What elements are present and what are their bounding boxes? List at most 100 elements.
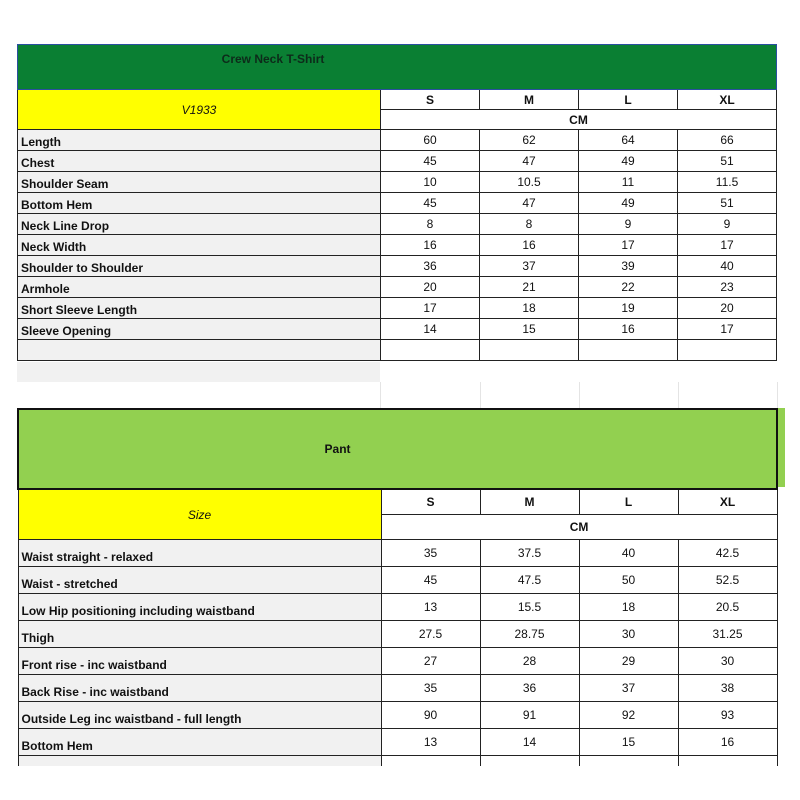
table-row: Outside Leg inc waistband - full length 9… [17,701,778,729]
table-row: Armhole 20 21 22 23 [17,276,778,298]
measurement-label: Armhole [17,276,381,298]
size-header: L [578,488,679,515]
measurement-label: Short Sleeve Length [17,297,381,319]
measurement-label: Sleeve Opening [17,318,381,340]
measurement-value: 18 [578,593,679,621]
measurement-value: 22 [578,276,678,298]
measurement-value: 31.25 [677,620,778,648]
measurement-value: 15 [578,728,679,756]
measurement-value: 28 [479,647,580,675]
measurement-value: 38 [677,674,778,702]
measurement-value: 27.5 [380,620,481,648]
measurement-value: 20 [380,276,480,298]
table-row: Chest 45 47 49 51 [17,150,778,172]
measurement-label: Neck Line Drop [17,213,381,235]
measurement-value: 47 [479,150,579,172]
measurement-value: 20 [676,297,778,319]
empty-cell [17,362,380,382]
measurement-value: 66 [676,129,778,151]
measurement-value: 30 [578,620,679,648]
measurement-value: 37.5 [479,539,580,567]
table-row: Length 60 62 64 66 [17,129,778,151]
gridline [579,382,580,408]
measurement-value: 92 [578,701,679,729]
measurement-value: 35 [380,674,481,702]
measurement-value: 16 [677,728,778,756]
style-code: V1933 [17,89,381,130]
measurement-value: 11.5 [676,171,778,193]
table-row: Waist straight - relaxed 35 37.5 40 42.5 [17,539,778,567]
measurement-value: 23 [676,276,778,298]
measurement-value: 17 [676,318,778,340]
table-row: Neck Line Drop 8 8 9 9 [17,213,778,235]
measurement-label: Bottom Hem [17,728,382,756]
measurement-label: Bottom Hem [17,192,381,214]
measurement-value: 49 [578,150,678,172]
unit-header: CM [379,109,778,130]
tshirt-title: Crew Neck T-Shirt [16,44,778,90]
unit-header: CM [380,514,778,540]
measurement-value: 45 [380,150,480,172]
measurement-value: 10 [380,171,480,193]
measurement-label: Neck Width [17,234,381,256]
measurement-value: 93 [677,701,778,729]
measurement-value: 21 [479,276,579,298]
measurement-value: 16 [380,234,480,256]
measurement-value: 13 [380,593,481,621]
measurement-label: Low Hip positioning including waistband [17,593,382,621]
measurement-value: 49 [578,192,678,214]
measurement-label: Outside Leg inc waistband - full length [17,701,382,729]
measurement-value: 10.5 [479,171,579,193]
measurement-value: 8 [380,213,480,235]
measurement-value: 60 [380,129,480,151]
measurement-value: 90 [380,701,481,729]
measurement-value: 47 [479,192,579,214]
measurement-value: 17 [578,234,678,256]
measurement-value: 40 [676,255,778,277]
measurement-label: Waist - stretched [17,566,382,594]
gridline [380,382,381,408]
measurement-label: Chest [17,150,381,172]
table-row: Thigh 27.5 28.75 30 31.25 [17,620,778,648]
measurement-value: 11 [578,171,678,193]
measurement-value: 15.5 [479,593,580,621]
size-header: S [380,488,481,515]
measurement-label: Back Rise - inc waistband [17,674,382,702]
measurement-label: Length [17,129,381,151]
measurement-value: 39 [578,255,678,277]
measurement-value: 62 [479,129,579,151]
tshirt-size-table: Crew Neck T-Shirt V1933 S M L XL CM Leng… [16,44,778,361]
size-header: XL [677,488,778,515]
measurement-value: 51 [676,150,778,172]
measurement-label: Front rise - inc waistband [17,647,382,675]
measurement-value: 13 [380,728,481,756]
table-row: Short Sleeve Length 17 18 19 20 [17,297,778,319]
measurement-value: 40 [578,539,679,567]
measurement-value: 8 [479,213,579,235]
table-row: Front rise - inc waistband 27 28 29 30 [17,647,778,675]
measurement-label: Waist straight - relaxed [17,539,382,567]
measurement-value: 35 [380,539,481,567]
table-row: Bottom Hem 45 47 49 51 [17,192,778,214]
size-header: S [380,89,480,110]
pant-title: Pant [16,408,779,490]
size-header: XL [676,89,778,110]
gridline [777,382,778,408]
measurement-value: 9 [578,213,678,235]
table-row: Bottom Hem 13 14 15 16 [17,728,778,756]
measurement-value: 45 [380,192,480,214]
measurement-value: 14 [380,318,480,340]
gridline [480,382,481,408]
partial-row [17,755,778,766]
measurement-value: 42.5 [677,539,778,567]
measurement-value: 18 [479,297,579,319]
measurement-value: 36 [479,674,580,702]
measurement-value: 20.5 [677,593,778,621]
measurement-value: 29 [578,647,679,675]
table-row: Shoulder to Shoulder 36 37 39 40 [17,255,778,277]
table-row: Shoulder Seam 10 10.5 11 11.5 [17,171,778,193]
measurement-value: 14 [479,728,580,756]
measurement-value: 52.5 [677,566,778,594]
measurement-value: 28.75 [479,620,580,648]
measurement-label: Shoulder Seam [17,171,381,193]
